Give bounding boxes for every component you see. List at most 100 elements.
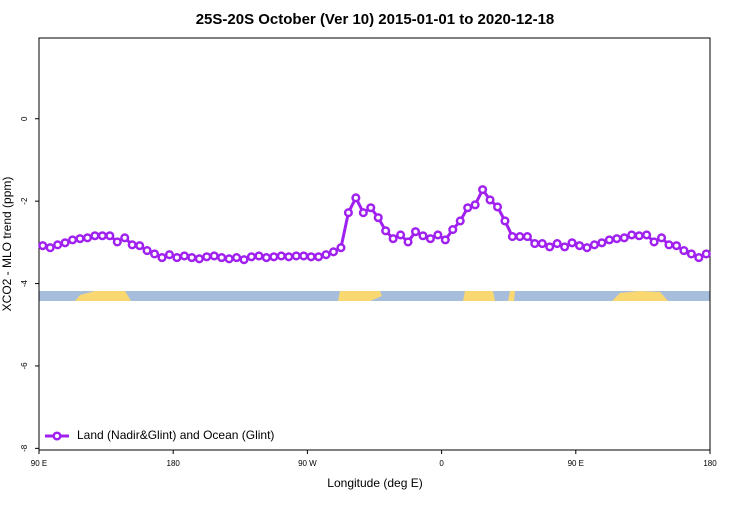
land-patch [75, 291, 131, 301]
data-point [515, 232, 525, 242]
data-point [321, 250, 331, 260]
data-point [68, 235, 78, 245]
data-point [567, 238, 577, 248]
data-point [306, 252, 316, 262]
data-point [157, 253, 167, 263]
data-point [53, 240, 63, 250]
data-point [597, 238, 607, 248]
data-point [470, 200, 480, 210]
data-point [388, 234, 398, 244]
data-point [45, 243, 55, 253]
data-point [299, 251, 309, 261]
data-point [209, 251, 219, 261]
data-point [246, 252, 257, 262]
data-point [90, 231, 100, 241]
data-point [239, 255, 249, 265]
data-point [381, 226, 391, 236]
data-point [507, 232, 517, 242]
data-point [403, 237, 413, 247]
y-tick-label: -2 [20, 197, 29, 205]
data-point [694, 253, 704, 263]
data-point [276, 251, 286, 261]
data-point [440, 235, 450, 245]
land-patch [508, 291, 515, 301]
data-point [418, 231, 428, 241]
data-point [187, 253, 197, 263]
data-point [574, 241, 585, 251]
data-point [254, 251, 264, 261]
data-point [478, 185, 488, 195]
data-point [433, 230, 443, 240]
data-point [679, 246, 689, 256]
data-point [612, 234, 622, 244]
data-point [366, 203, 376, 213]
y-tick-label: -8 [20, 444, 29, 452]
data-point [343, 208, 353, 218]
data-point [336, 243, 346, 253]
data-point [261, 253, 271, 263]
data-point [463, 203, 473, 213]
data-point [656, 233, 667, 243]
data-point [328, 247, 339, 257]
data-point [552, 239, 562, 249]
legend-label: Land (Nadir&Glint) and Ocean (Glint) [77, 428, 274, 442]
data-point [604, 235, 614, 245]
data-point [82, 233, 93, 243]
data-point [671, 241, 682, 251]
data-point [164, 250, 175, 260]
x-tick-label: 90 W [298, 459, 317, 468]
data-point [649, 237, 659, 247]
data-point [358, 208, 368, 218]
data-point [425, 234, 435, 244]
data-point [582, 243, 592, 253]
land-ocean-band [39, 291, 710, 301]
data-point [60, 238, 70, 248]
data-point [120, 233, 130, 243]
data-point [232, 253, 242, 263]
x-axis-label: Longitude (deg E) [327, 476, 422, 490]
data-point [269, 252, 279, 262]
x-tick-label: 90 E [31, 459, 47, 468]
y-axis-label: XCO2 - MLO trend (ppm) [0, 177, 14, 312]
data-point [202, 252, 212, 262]
data-point [545, 242, 555, 252]
land-patch [463, 291, 495, 301]
data-point [634, 231, 644, 241]
data-point [373, 213, 383, 223]
data-point [500, 216, 510, 226]
data-point [537, 239, 547, 249]
data-point [410, 227, 421, 237]
data-point [75, 234, 85, 244]
y-tick-label: -6 [20, 362, 29, 370]
data-point [589, 240, 599, 250]
data-point [284, 252, 294, 262]
data-point [455, 216, 465, 226]
data-point [627, 230, 637, 240]
y-tick-label: -4 [20, 279, 29, 287]
data-point [448, 225, 458, 235]
y-tick-label: 0 [20, 116, 29, 121]
data-point [97, 231, 107, 241]
data-point [194, 254, 204, 264]
data-point [105, 231, 115, 241]
data-point [492, 202, 503, 212]
data-point [664, 240, 674, 250]
data-point [135, 241, 145, 251]
data-point [314, 252, 324, 262]
data-point [530, 239, 540, 249]
data-point [396, 230, 406, 240]
data-point [701, 249, 711, 259]
data-point [150, 249, 160, 259]
data-point [522, 232, 532, 242]
data-point [142, 246, 152, 256]
data-point [560, 242, 570, 252]
x-tick-label: 0 [439, 459, 444, 468]
data-point [112, 237, 122, 247]
land-patch [338, 291, 382, 301]
chart-title: 25S-20S October (Ver 10) 2015-01-01 to 2… [196, 11, 555, 28]
data-point [179, 251, 189, 261]
data-point [642, 230, 652, 240]
data-point [686, 249, 696, 259]
data-point [38, 241, 48, 251]
